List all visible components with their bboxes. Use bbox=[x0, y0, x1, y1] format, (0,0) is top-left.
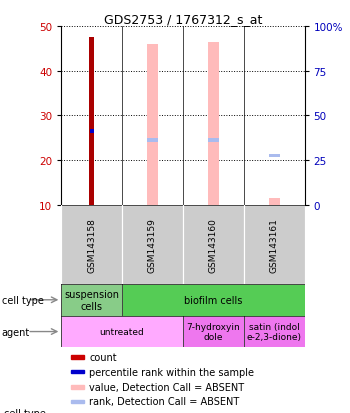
Title: GDS2753 / 1767312_s_at: GDS2753 / 1767312_s_at bbox=[104, 13, 262, 26]
Bar bbox=[244, 316, 304, 348]
Text: rank, Detection Call = ABSENT: rank, Detection Call = ABSENT bbox=[89, 396, 239, 406]
Text: GSM143158: GSM143158 bbox=[87, 217, 96, 272]
Bar bbox=[71, 370, 84, 373]
Bar bbox=[71, 385, 84, 389]
Text: percentile rank within the sample: percentile rank within the sample bbox=[89, 367, 254, 377]
Bar bbox=[183, 205, 244, 284]
Bar bbox=[147, 45, 158, 205]
Text: value, Detection Call = ABSENT: value, Detection Call = ABSENT bbox=[89, 382, 244, 392]
Bar bbox=[208, 43, 219, 205]
Bar bbox=[90, 130, 94, 133]
Bar bbox=[268, 154, 280, 158]
Bar bbox=[183, 316, 244, 348]
Bar bbox=[71, 400, 84, 403]
Text: untreated: untreated bbox=[100, 327, 145, 336]
Text: suspension
cells: suspension cells bbox=[64, 289, 119, 311]
Text: GSM143161: GSM143161 bbox=[270, 217, 279, 272]
Text: satin (indol
e-2,3-dione): satin (indol e-2,3-dione) bbox=[247, 322, 302, 342]
Text: GSM143159: GSM143159 bbox=[148, 217, 157, 272]
Text: biofilm cells: biofilm cells bbox=[184, 295, 243, 305]
Bar bbox=[122, 205, 183, 284]
Bar bbox=[208, 139, 219, 142]
Text: count: count bbox=[89, 352, 117, 362]
Text: GSM143160: GSM143160 bbox=[209, 217, 218, 272]
Bar bbox=[122, 284, 304, 316]
Bar bbox=[61, 316, 183, 348]
Bar bbox=[61, 284, 122, 316]
Text: 7-hydroxyin
dole: 7-hydroxyin dole bbox=[187, 322, 240, 342]
Bar bbox=[89, 38, 94, 205]
Text: agent: agent bbox=[2, 327, 30, 337]
Bar bbox=[71, 355, 84, 359]
Bar bbox=[268, 198, 280, 205]
Text: cell type: cell type bbox=[2, 295, 44, 305]
Bar bbox=[244, 205, 304, 284]
Bar bbox=[147, 139, 158, 142]
Text: cell type: cell type bbox=[4, 408, 46, 413]
Bar bbox=[61, 205, 122, 284]
